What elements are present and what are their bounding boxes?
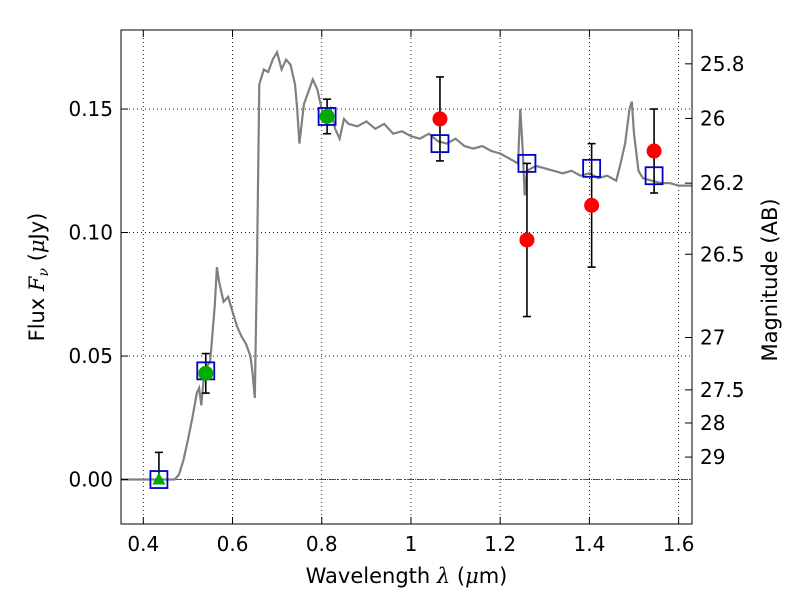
x-tick-label: 1 <box>405 532 418 556</box>
right-axis-label: Magnitude (AB) <box>758 198 782 361</box>
mag-tick-label: 28 <box>700 411 725 435</box>
optical-point <box>319 108 335 124</box>
mag-tick-label: 26.5 <box>700 242 745 266</box>
y-tick-label: 0.15 <box>68 97 113 121</box>
optical-limit-triangle <box>152 472 166 485</box>
model-point-square <box>582 158 602 178</box>
nir-point <box>432 111 448 127</box>
optical-point <box>198 365 214 381</box>
model-point-square <box>149 470 169 489</box>
x-tick-label: 1.4 <box>573 532 605 556</box>
model-sed-layer <box>121 49 692 481</box>
x-tick-label: 0.4 <box>127 532 159 556</box>
grid-layer <box>121 30 692 524</box>
y-tick-label: 0.05 <box>68 344 113 368</box>
mag-tick-label: 29 <box>700 445 725 469</box>
plot-frame <box>120 29 693 525</box>
x-axis-label: Wavelength λ (μm) <box>306 564 508 588</box>
x-tick-label: 1.6 <box>663 532 695 556</box>
x-tick-label: 0.6 <box>217 532 249 556</box>
data-points-layer <box>149 76 664 489</box>
nir-point <box>646 143 662 159</box>
mag-tick-label: 27 <box>700 326 725 350</box>
y-tick-label: 0.00 <box>68 468 113 492</box>
model-point-square <box>430 134 450 154</box>
model-sed-line <box>121 49 692 481</box>
nir-point <box>584 197 600 213</box>
model-point-square <box>517 153 537 173</box>
y-axis-label: Flux Fν (μJy) <box>25 213 52 342</box>
mag-tick-label: 25.8 <box>700 52 745 76</box>
y-tick-label: 0.10 <box>68 221 113 245</box>
model-point-square <box>644 166 664 186</box>
nir-point <box>519 232 535 248</box>
model-point-square <box>317 107 337 126</box>
mag-tick-label: 26 <box>700 106 725 130</box>
ticks-layer: 0.4 0.6 0.8 1 1.2 1.4 1.6 0.00 0.05 0.10 0.15 25.8 2… <box>68 30 745 556</box>
x-tick-label: 0.8 <box>306 532 338 556</box>
x-tick-label: 1.2 <box>484 532 516 556</box>
mag-tick-label: 26.2 <box>700 171 745 195</box>
mag-tick-label: 27.5 <box>700 378 745 402</box>
